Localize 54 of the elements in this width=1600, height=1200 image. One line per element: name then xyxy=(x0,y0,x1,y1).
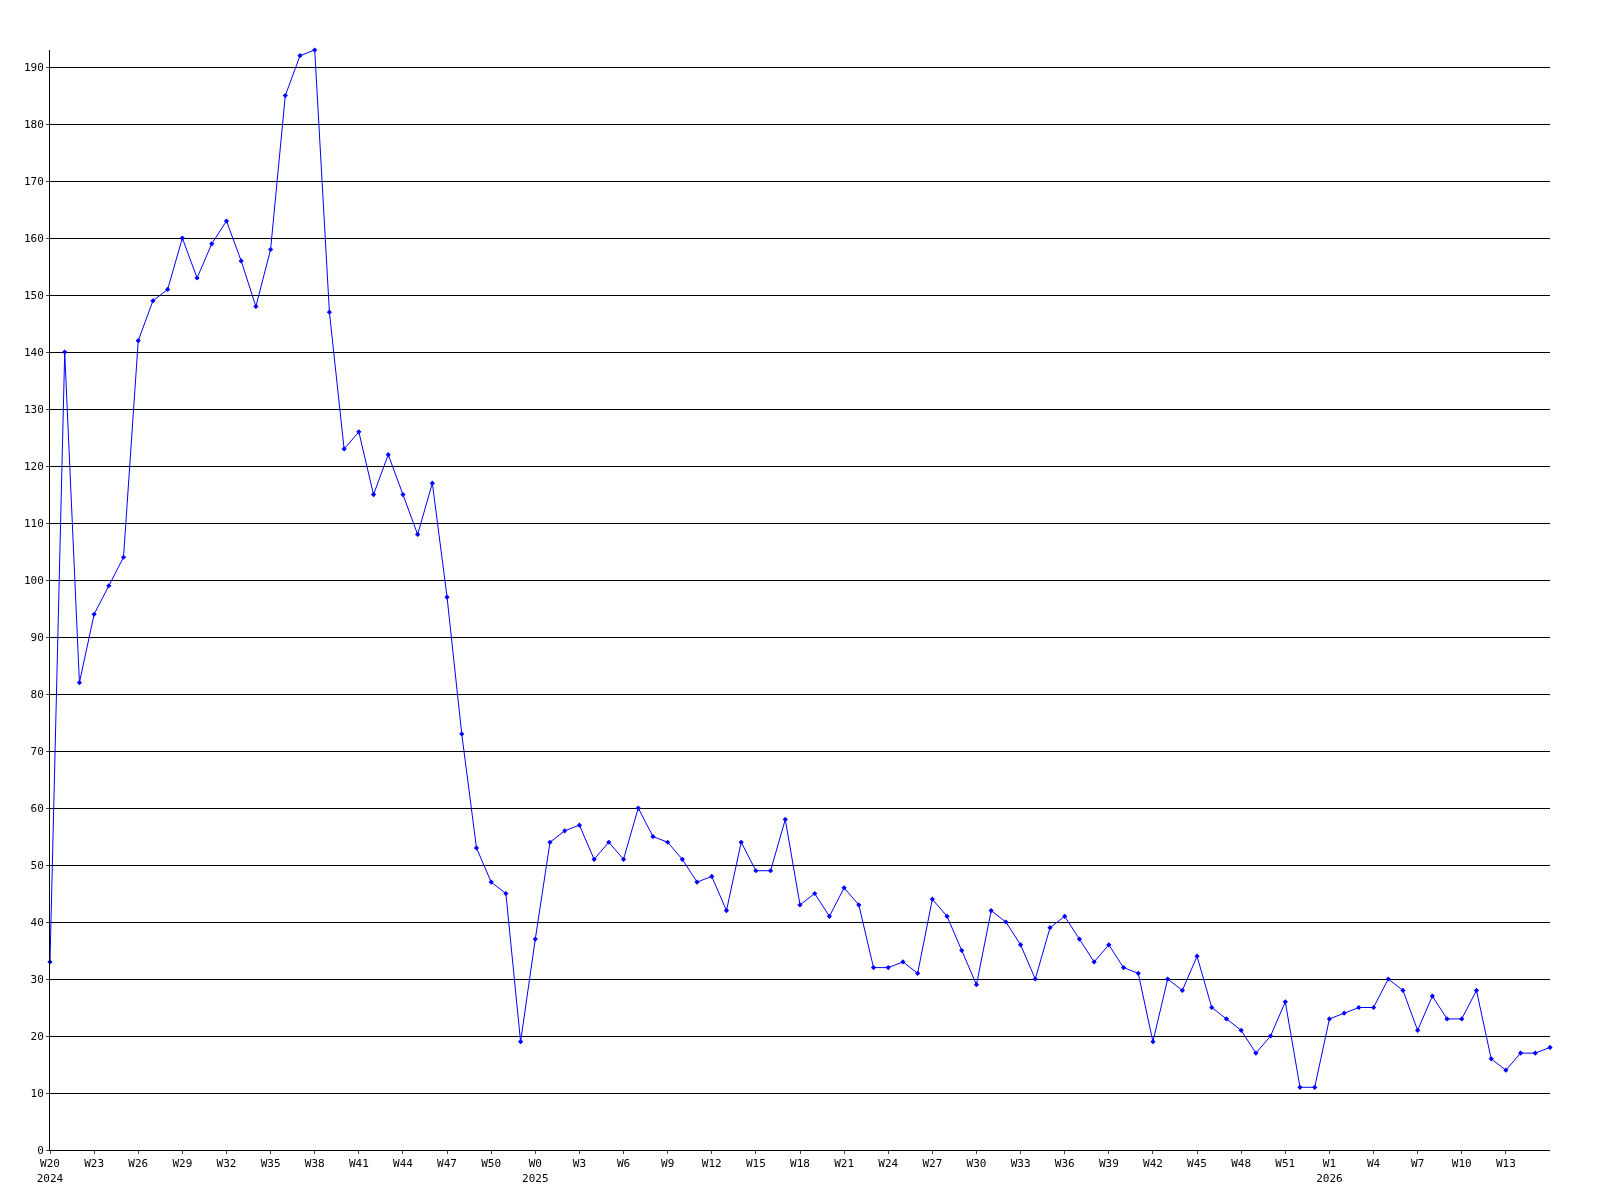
y-tick-label: 0 xyxy=(37,1143,44,1157)
x-tick-label: W35 xyxy=(260,1157,281,1171)
x-tick-label: W0 2025 xyxy=(522,1157,549,1185)
y-tick-label: 120 xyxy=(23,459,44,473)
y-tick-label: 10 xyxy=(30,1086,44,1100)
x-tick-label: W38 xyxy=(304,1157,325,1171)
x-tick-label: W9 xyxy=(661,1157,675,1171)
y-tick-label: 110 xyxy=(23,516,44,530)
y-tick-label: 90 xyxy=(30,630,44,644)
x-tick-label: W3 xyxy=(572,1157,587,1171)
y-tick-label: 20 xyxy=(30,1029,44,1043)
x-tick-label: W41 xyxy=(348,1157,369,1171)
x-tick-label: W33 xyxy=(1010,1157,1031,1171)
y-tick-label: 30 xyxy=(30,972,44,986)
y-tick-label: 100 xyxy=(23,573,44,587)
x-tick-label: W1 2026 xyxy=(1316,1157,1343,1185)
x-tick-label: W26 xyxy=(128,1157,149,1171)
y-tick-label: 150 xyxy=(23,288,44,302)
x-tick-label: W18 xyxy=(790,1157,810,1171)
y-tick-label: 170 xyxy=(23,174,44,188)
x-tick-label: W4 xyxy=(1366,1157,1381,1171)
x-tick-label: W21 xyxy=(834,1157,855,1171)
x-tick-label: W47 xyxy=(437,1157,457,1171)
x-tick-label: W20 2024 xyxy=(36,1157,64,1185)
x-tick-label: W48 xyxy=(1231,1157,1252,1171)
x-tick-label: W45 xyxy=(1187,1157,1207,1171)
x-tick-label: W13 xyxy=(1495,1157,1516,1171)
y-tick-label: 70 xyxy=(30,744,44,758)
x-tick-label: W12 xyxy=(701,1157,722,1171)
x-tick-label: W39 xyxy=(1098,1157,1119,1171)
y-tick-label: 80 xyxy=(30,687,44,701)
x-tick-label: W29 xyxy=(172,1157,193,1171)
x-tick-label: W24 xyxy=(878,1157,899,1171)
x-tick-label: W23 xyxy=(84,1157,105,1171)
x-tick-label: W36 xyxy=(1054,1157,1075,1171)
x-tick-label: W32 xyxy=(216,1157,237,1171)
y-tick-label: 190 xyxy=(23,60,44,74)
x-tick-label: W42 xyxy=(1143,1157,1163,1171)
y-tick-label: 160 xyxy=(23,231,44,245)
x-tick-label: W15 xyxy=(745,1157,766,1171)
x-tick-label: W30 xyxy=(966,1157,987,1171)
x-tick-label: W10 xyxy=(1451,1157,1472,1171)
y-tick-label: 130 xyxy=(23,402,44,416)
y-tick-label: 50 xyxy=(30,858,44,872)
y-tick-label: 180 xyxy=(23,117,44,131)
x-tick-label: W51 xyxy=(1275,1157,1296,1171)
x-tick-label: W7 xyxy=(1411,1157,1425,1171)
y-tick-label: 40 xyxy=(30,915,44,929)
y-tick-label: 140 xyxy=(23,345,44,359)
y-tick-label: 60 xyxy=(30,801,44,815)
x-tick-label: W50 xyxy=(481,1157,502,1171)
x-tick-label: W27 xyxy=(922,1157,943,1171)
x-tick-label: W44 xyxy=(393,1157,414,1171)
x-tick-label: W6 xyxy=(616,1157,631,1171)
